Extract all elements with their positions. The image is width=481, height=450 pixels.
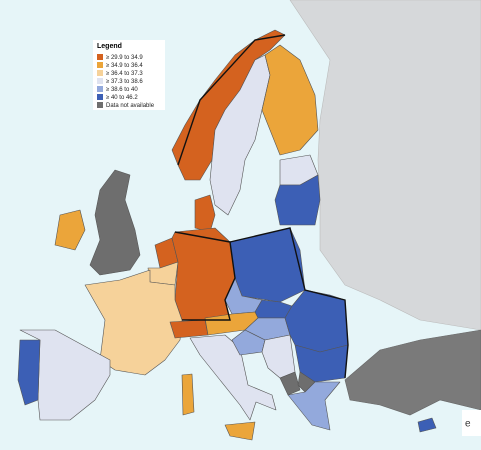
legend-swatch	[97, 62, 103, 68]
legend-swatch	[97, 94, 103, 100]
legend-swatch	[97, 70, 103, 76]
legend-swatch	[97, 102, 103, 108]
greece	[287, 381, 341, 431]
logo-box	[462, 410, 481, 436]
legend-swatch	[97, 54, 103, 60]
legend-label: ≥ 37.3 to 38.6	[106, 79, 143, 85]
finland	[261, 44, 319, 156]
legend-label: ≥ 40 to 46.2	[106, 95, 138, 101]
switzerland	[169, 319, 209, 339]
portugal	[17, 339, 41, 406]
united-kingdom	[89, 169, 141, 276]
watermark: e	[465, 419, 471, 430]
latvia-lithuania	[274, 174, 321, 226]
sicily	[224, 421, 256, 441]
non-eu-land-turkey	[344, 329, 481, 416]
border-line	[174, 231, 236, 321]
albania	[279, 371, 301, 396]
legend-label: ≥ 38.6 to 40	[106, 87, 138, 93]
border-line	[177, 34, 286, 166]
border-line	[229, 227, 349, 379]
legend-swatch	[97, 86, 103, 92]
denmark	[194, 194, 216, 233]
legend-box	[93, 40, 165, 110]
legend-label: ≥ 29.9 to 34.9	[106, 55, 143, 61]
non-eu-land-east	[289, 0, 481, 331]
legend-label: ≥ 36.4 to 37.3	[106, 71, 143, 77]
legend-swatch	[97, 78, 103, 84]
ireland	[54, 209, 86, 251]
legend-title: Legend	[97, 43, 122, 50]
legend-label: Data not available	[106, 103, 155, 109]
cyprus	[417, 417, 437, 433]
legend-label: ≥ 34.9 to 36.4	[106, 63, 143, 69]
legend-items: ≥ 29.9 to 34.9 ≥ 34.9 to 36.4 ≥ 36.4 to 37…	[97, 54, 155, 109]
sardinia	[181, 373, 195, 416]
